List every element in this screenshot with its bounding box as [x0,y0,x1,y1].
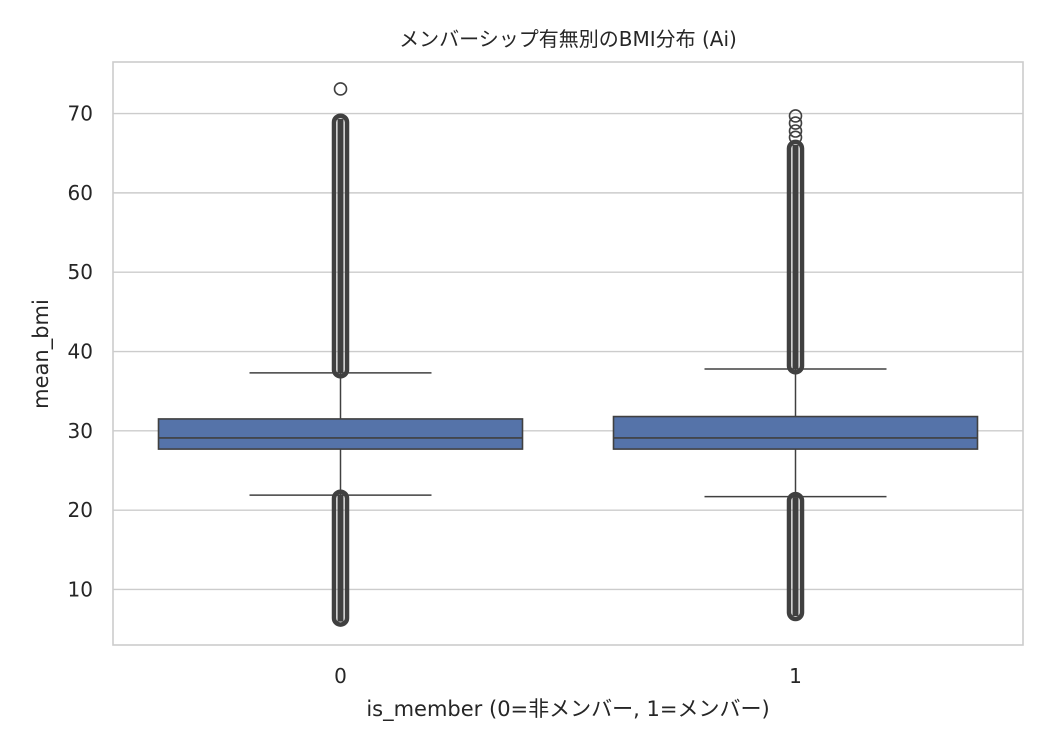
outlier-point [788,109,803,123]
x-axis-label: is_member (0=非メンバー, 1=メンバー) [366,697,769,722]
box-group [612,109,979,622]
outlier-band [331,489,350,627]
tick-labels: 10 20 30 40 50 60 70 0 1 [68,102,802,688]
outlier-point [788,116,803,130]
box-iqr [157,418,524,450]
boxes [157,82,979,627]
outlier-band [786,491,805,622]
x-tick-label: 1 [789,664,802,688]
x-tick-label: 0 [334,664,347,688]
y-tick-label: 70 [68,102,93,126]
outlier-band [331,113,350,379]
plot-frame [112,61,1024,646]
y-tick-label: 30 [68,419,93,443]
chart-title: メンバーシップ有無別のBMI分布 (Ai) [399,27,737,51]
outlier-point [788,130,803,145]
y-axis-label: mean_bmi [29,299,54,409]
box-group [157,82,524,627]
outlier-point [788,124,803,138]
box-iqr [612,415,979,450]
y-tick-label: 20 [68,498,93,522]
y-tick-label: 10 [68,577,93,601]
y-tick-label: 40 [68,340,93,364]
y-tick-label: 60 [68,181,93,205]
outlier-point [333,82,348,96]
outlier-band [786,139,805,375]
y-tick-label: 50 [68,260,93,284]
